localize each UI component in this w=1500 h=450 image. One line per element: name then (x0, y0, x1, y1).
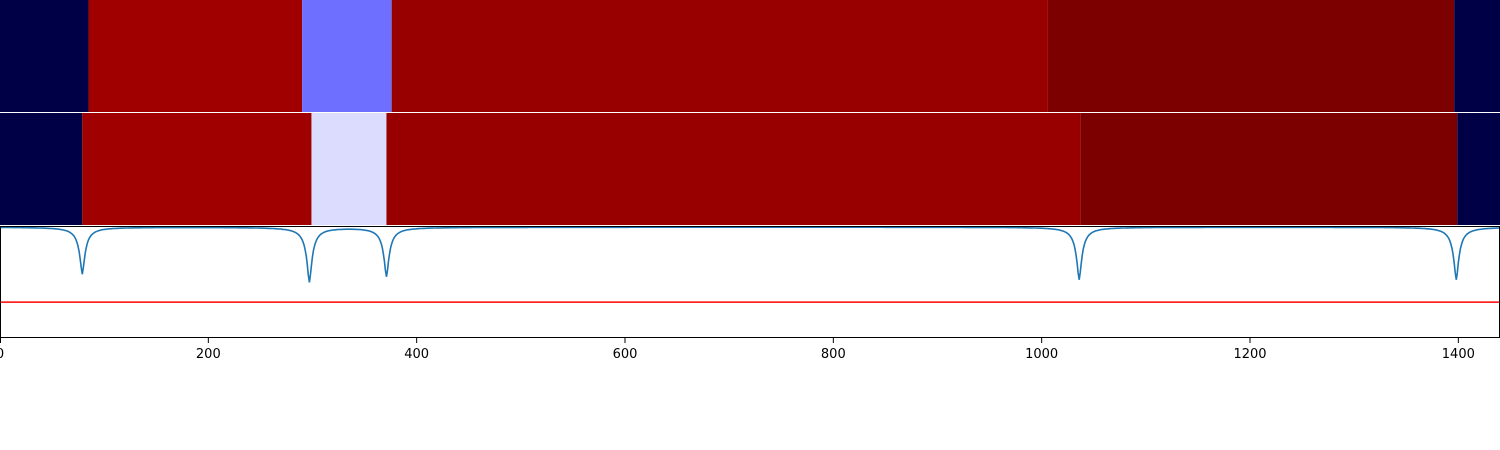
segment-r1-1 (0, 0, 89, 112)
segment-row-1 (0, 0, 1500, 112)
x-tick-label-1400: 1400 (1442, 347, 1475, 362)
segment-r2-1 (0, 113, 83, 225)
segment-r1-6 (1454, 0, 1500, 112)
segment-r1-4 (391, 0, 1048, 112)
x-tick-label-0: 0 (0, 347, 4, 362)
line-panel-frame (0, 226, 1500, 338)
segment-r2-5 (1080, 113, 1458, 225)
segment-r1-5 (1047, 0, 1455, 112)
segment-r2-2 (82, 113, 312, 225)
segment-r2-3 (311, 113, 387, 225)
segment-row-2 (0, 113, 1500, 225)
x-tick-label-200: 200 (196, 347, 221, 362)
line-panel (0, 226, 1500, 338)
x-tick-label-800: 800 (821, 347, 846, 362)
x-axis: 0 200 400 600 800 1000 1200 1400 (0, 338, 1475, 362)
x-tick-label-600: 600 (613, 347, 638, 362)
segment-r1-3 (302, 0, 392, 112)
x-tick-label-1000: 1000 (1025, 347, 1058, 362)
segment-r2-6 (1457, 113, 1500, 225)
signal-line (0, 226, 1500, 283)
x-tick-label-400: 400 (404, 347, 429, 362)
x-tick-label-1200: 1200 (1233, 347, 1266, 362)
segment-r2-4 (386, 113, 1081, 225)
segment-r1-2 (88, 0, 303, 112)
